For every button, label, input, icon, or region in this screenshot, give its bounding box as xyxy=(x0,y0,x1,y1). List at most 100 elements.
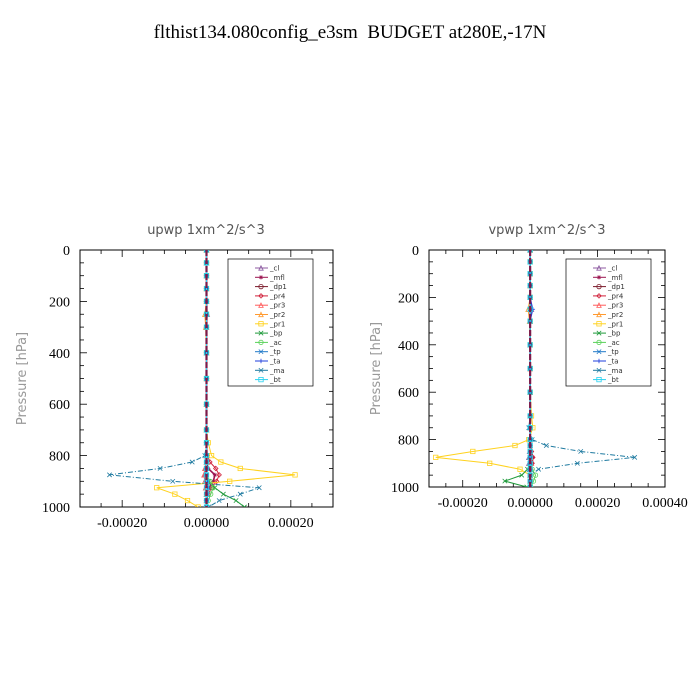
series-point-ma xyxy=(157,465,163,471)
series-point-ma xyxy=(256,485,262,491)
y-tick-label: 200 xyxy=(49,295,70,310)
series-point-pr1 xyxy=(433,454,439,460)
series-point-pr1 xyxy=(292,472,298,478)
plot-panel-0: upwp 1xm^2/s^3 Pressure [hPa] 0 200 400 600 80… xyxy=(15,223,334,531)
series-point-pr1 xyxy=(208,452,215,459)
y-tick-label: 400 xyxy=(49,347,70,362)
legend-marker xyxy=(258,376,264,383)
legend-marker xyxy=(596,311,602,318)
legend-marker xyxy=(596,293,602,299)
y-tick-label: 400 xyxy=(398,339,419,354)
series-point-mfl xyxy=(212,472,218,478)
legend-label-mfl: _mfl xyxy=(269,274,285,282)
y-tick-label: 600 xyxy=(49,398,70,413)
series-point-ma xyxy=(578,448,584,454)
legend-label-bp: _bp xyxy=(269,330,283,338)
series-point-bp xyxy=(502,478,508,484)
legend-marker xyxy=(258,293,264,299)
y-tick-label: 600 xyxy=(398,386,419,401)
series-point-pr1 xyxy=(195,504,201,507)
series-point-mfl xyxy=(211,479,216,484)
y-axis-label: Pressure [hPa] xyxy=(15,332,30,425)
legend-marker xyxy=(596,358,602,364)
panel-title: vpwp 1xm^2/s^3 xyxy=(488,223,605,238)
series-point-pr1 xyxy=(487,460,493,466)
series-point-pr4 xyxy=(213,478,220,485)
series-point-ma xyxy=(574,460,580,466)
legend-label-ac: _ac xyxy=(607,339,620,347)
legend-marker xyxy=(258,302,264,308)
legend-label-dp1: _dp1 xyxy=(269,283,287,291)
series-point-ma xyxy=(527,484,533,487)
y-tick-label: 0 xyxy=(63,244,70,259)
series-point-ma xyxy=(107,472,112,478)
x-tick-label: 0.00020 xyxy=(575,496,621,511)
legend-label-ma: _ma xyxy=(269,367,285,375)
legend-label-cl: _cl xyxy=(269,265,279,273)
legend-label-ta: _ta xyxy=(269,358,281,366)
x-tick-label: 0.00020 xyxy=(268,516,314,531)
y-tick-label: 200 xyxy=(398,291,419,306)
y-tick-label: 0 xyxy=(412,244,419,259)
series-point-bp xyxy=(241,504,247,507)
series-point-pr1 xyxy=(184,497,191,504)
legend-marker xyxy=(258,321,264,327)
legend-marker xyxy=(258,358,264,364)
series-point-bp xyxy=(233,498,239,504)
legend-marker xyxy=(596,349,602,355)
legend-marker xyxy=(258,367,264,373)
series-group xyxy=(107,250,298,507)
series-point-ma xyxy=(170,478,176,484)
series-point-ma xyxy=(206,504,212,507)
legend-label-bt: _bt xyxy=(269,376,281,384)
x-tick-label: 0.00000 xyxy=(507,496,553,511)
legend-marker xyxy=(596,275,602,280)
series-point-ac xyxy=(532,472,539,478)
x-tick-label: -0.00020 xyxy=(438,496,488,511)
legend-label-bp: _bp xyxy=(607,330,621,338)
legend-marker xyxy=(258,275,264,280)
series-point-bp xyxy=(212,485,218,491)
legend-label-cl: _cl xyxy=(607,265,617,273)
series-point-ta xyxy=(530,307,536,312)
series-point-bp xyxy=(519,472,525,478)
series-point-pr1 xyxy=(227,478,233,484)
series-point-ma xyxy=(216,498,222,504)
series-point-ma xyxy=(189,459,195,465)
y-tick-label: 1000 xyxy=(391,481,419,496)
y-axis-label: Pressure [hPa] xyxy=(369,322,384,415)
legend-marker xyxy=(596,264,602,271)
legend: _cl_mfl_dp1_pr4_pr3_pr2_pr1_bp_ac_tp_ta_… xyxy=(227,258,314,387)
legend-marker xyxy=(596,283,602,290)
legend-box xyxy=(227,258,314,387)
y-tick-label: 800 xyxy=(398,434,419,449)
legend-marker xyxy=(258,311,264,318)
series-point-bp xyxy=(220,491,226,497)
series-point-ac xyxy=(210,485,216,491)
x-tick-label: -0.00020 xyxy=(97,516,147,531)
legend-label-pr1: _pr1 xyxy=(607,320,623,328)
legend-marker xyxy=(258,330,264,336)
legend-label-pr3: _pr3 xyxy=(269,302,285,310)
panel-title: upwp 1xm^2/s^3 xyxy=(147,223,265,238)
legend-label-dp1: _dp1 xyxy=(607,283,625,291)
series-point-pr1 xyxy=(154,485,160,491)
series-line-pr1 xyxy=(435,250,534,487)
series-point-ma xyxy=(632,454,638,460)
series-point-ma xyxy=(543,443,549,449)
series-point-pr1 xyxy=(237,465,243,472)
series-point-pr1 xyxy=(470,448,476,455)
series-point-ma xyxy=(204,250,209,253)
legend-label-ta: _ta xyxy=(607,358,619,366)
legend-label-pr2: _pr2 xyxy=(607,311,623,319)
legend-marker xyxy=(258,339,264,345)
legend-marker xyxy=(596,376,602,383)
legend-marker xyxy=(596,339,602,345)
legend-marker xyxy=(596,302,602,308)
legend-label-pr1: _pr1 xyxy=(269,320,285,328)
legend-box xyxy=(565,258,652,387)
legend-label-pr4: _pr4 xyxy=(269,292,286,300)
series-point-ma xyxy=(527,250,533,253)
legend-marker xyxy=(258,349,264,355)
